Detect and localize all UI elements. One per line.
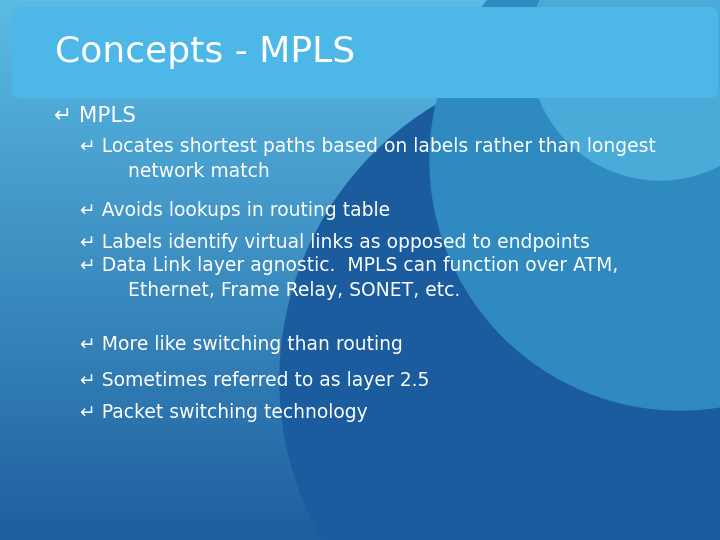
Text: ↵ MPLS: ↵ MPLS xyxy=(54,106,136,126)
Text: ↵ More like switching than routing: ↵ More like switching than routing xyxy=(80,335,403,354)
FancyBboxPatch shape xyxy=(12,7,718,98)
Circle shape xyxy=(530,0,720,180)
Circle shape xyxy=(280,60,720,540)
Text: Concepts - MPLS: Concepts - MPLS xyxy=(55,35,355,69)
Text: ↵ Labels identify virtual links as opposed to endpoints: ↵ Labels identify virtual links as oppos… xyxy=(80,233,590,252)
Text: ↵ Data Link layer agnostic.  MPLS can function over ATM,
        Ethernet, Frame: ↵ Data Link layer agnostic. MPLS can fun… xyxy=(80,256,618,300)
Text: ↵ Avoids lookups in routing table: ↵ Avoids lookups in routing table xyxy=(80,200,390,219)
Text: ↵ Sometimes referred to as layer 2.5: ↵ Sometimes referred to as layer 2.5 xyxy=(80,370,429,389)
Text: ↵ Packet switching technology: ↵ Packet switching technology xyxy=(80,402,368,422)
Text: ↵ Locates shortest paths based on labels rather than longest
        network mat: ↵ Locates shortest paths based on labels… xyxy=(80,137,656,180)
Circle shape xyxy=(430,0,720,410)
